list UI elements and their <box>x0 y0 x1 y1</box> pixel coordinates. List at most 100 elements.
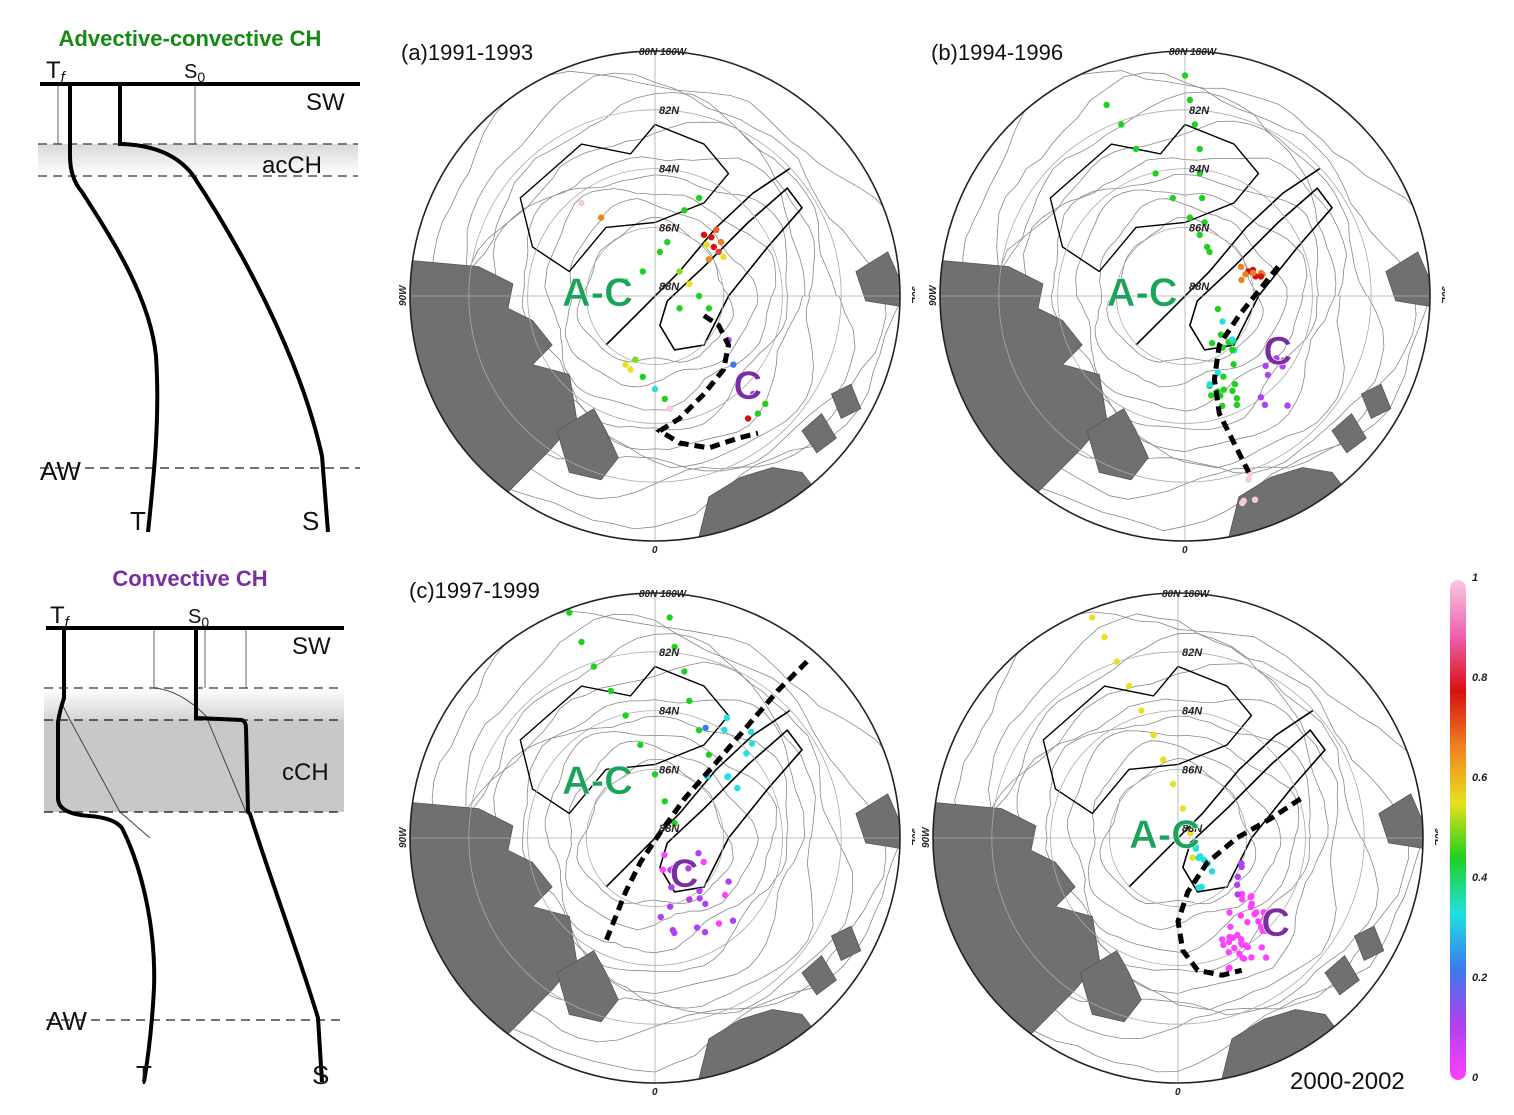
landmass <box>830 925 862 962</box>
sample-point <box>1238 860 1245 867</box>
sample-point <box>1150 731 1157 739</box>
convective-region-label: C <box>733 364 762 408</box>
sample-point <box>702 900 709 908</box>
canada-basin-contour <box>1049 123 1260 273</box>
sample-point <box>1262 362 1269 370</box>
sample-point <box>715 920 723 927</box>
sample-point <box>1233 395 1240 402</box>
map-panel-d: 82N 84N 86N 88N 80N 180W 90W 90E 0 A-C C 2000-200… <box>918 572 1438 1097</box>
sample-point <box>1206 248 1213 256</box>
left-longitude-label: 90W <box>398 826 409 848</box>
landmass <box>1385 251 1430 309</box>
sample-point <box>566 609 573 616</box>
latitude-label: 88N <box>1182 823 1203 835</box>
lomonosov-ridge-contour <box>605 709 791 888</box>
sample-point <box>607 687 615 695</box>
basin-contour <box>1189 187 1334 351</box>
sample-point <box>639 373 646 381</box>
right-longitude-label: 90E <box>909 828 915 846</box>
sample-point <box>627 366 634 373</box>
sample-point <box>710 243 717 251</box>
sample-point <box>723 714 731 721</box>
landmass <box>830 383 862 420</box>
regime-boundary-line <box>1211 265 1281 474</box>
sample-point <box>637 741 644 749</box>
colorbar-tick-label: 0.8 <box>1472 672 1488 684</box>
landmass <box>1353 925 1385 962</box>
sample-point <box>1196 231 1203 238</box>
bottom-longitude-label: 0 <box>652 545 658 554</box>
bathymetry-contour <box>565 740 760 931</box>
sample-point <box>1179 805 1187 812</box>
latitude-label: 82N <box>659 105 680 117</box>
sample-point <box>1201 219 1208 226</box>
sample-point <box>1229 346 1236 354</box>
left-longitude-label: 90W <box>928 284 939 306</box>
s-curve-label: S <box>312 1060 329 1090</box>
sample-point <box>1284 402 1291 409</box>
basin-contour <box>659 187 804 351</box>
freezing-temperature-label: T <box>50 602 65 629</box>
surface-water-label: SW <box>306 89 345 116</box>
map-d-svg: 82N 84N 86N 88N 80N 180W 90W 90E 0 A-C C <box>921 589 1438 1096</box>
sample-point <box>730 361 737 368</box>
colorbar-tick-label: 0.6 <box>1472 772 1488 784</box>
sample-point <box>1234 891 1241 898</box>
landmass <box>855 251 900 309</box>
sample-point <box>686 896 693 903</box>
latitude-label: 88N <box>1189 281 1210 293</box>
sample-point <box>713 226 720 233</box>
schematic-title-convective: Convective CH <box>112 566 268 591</box>
sample-point <box>1198 194 1206 202</box>
landmass <box>1378 793 1423 851</box>
sample-point <box>656 248 664 256</box>
sample-point <box>664 238 671 246</box>
sample-point <box>715 248 722 256</box>
landmass <box>1079 950 1142 1023</box>
advective-convective-region-label: A-C <box>1107 271 1178 315</box>
landmass <box>801 412 837 454</box>
schematic-title-advective-convective: Advective-convective CH <box>58 26 322 51</box>
sample-point <box>1214 369 1222 376</box>
convective-region-label: C <box>670 852 699 896</box>
sample-point <box>705 751 713 758</box>
sample-point <box>1191 121 1198 128</box>
basin-contour <box>1182 729 1327 893</box>
top-longitude-label: 80N 180W <box>639 47 688 58</box>
svg-text:Tf: Tf <box>46 57 67 86</box>
sample-point <box>1198 883 1205 891</box>
cch-layer-label: cCH <box>282 759 329 786</box>
right-longitude-label: 90E <box>1439 286 1445 304</box>
sample-point <box>1240 497 1247 504</box>
map-panel-c: (c)1997-1999 82N 84N 86N 88N 80N 180W 90W 90E 0… <box>395 572 915 1097</box>
canada-basin-contour <box>1042 665 1253 815</box>
sample-point <box>685 865 692 872</box>
sample-point <box>1225 965 1232 972</box>
landmass <box>801 954 837 996</box>
sample-point <box>1261 401 1269 408</box>
sample-point <box>1251 496 1259 503</box>
sample-point <box>1239 954 1246 962</box>
temperature-profile <box>68 84 160 533</box>
sample-point <box>671 643 678 651</box>
map-panel-d-label: 2000-2002 <box>1290 1068 1405 1095</box>
sample-point <box>666 405 673 412</box>
sample-point <box>1206 381 1213 388</box>
sample-point <box>1220 941 1227 948</box>
sample-point <box>1169 194 1176 202</box>
bathymetry-contour <box>1067 730 1299 953</box>
sample-point <box>651 385 659 393</box>
svg-text:S0: S0 <box>184 61 205 85</box>
sample-point <box>1261 914 1268 921</box>
bathymetry-contour <box>1050 174 1319 431</box>
landmass <box>556 950 619 1023</box>
lomonosov-ridge-contour <box>1128 709 1314 888</box>
sample-point <box>651 771 659 778</box>
sample-point <box>1238 276 1245 284</box>
basin-contour <box>659 729 804 893</box>
sample-point <box>597 214 605 221</box>
sample-point <box>661 851 668 859</box>
acch-layer-label: acCH <box>262 152 322 179</box>
salinity-profile <box>194 628 324 1083</box>
sample-point <box>1181 72 1189 79</box>
